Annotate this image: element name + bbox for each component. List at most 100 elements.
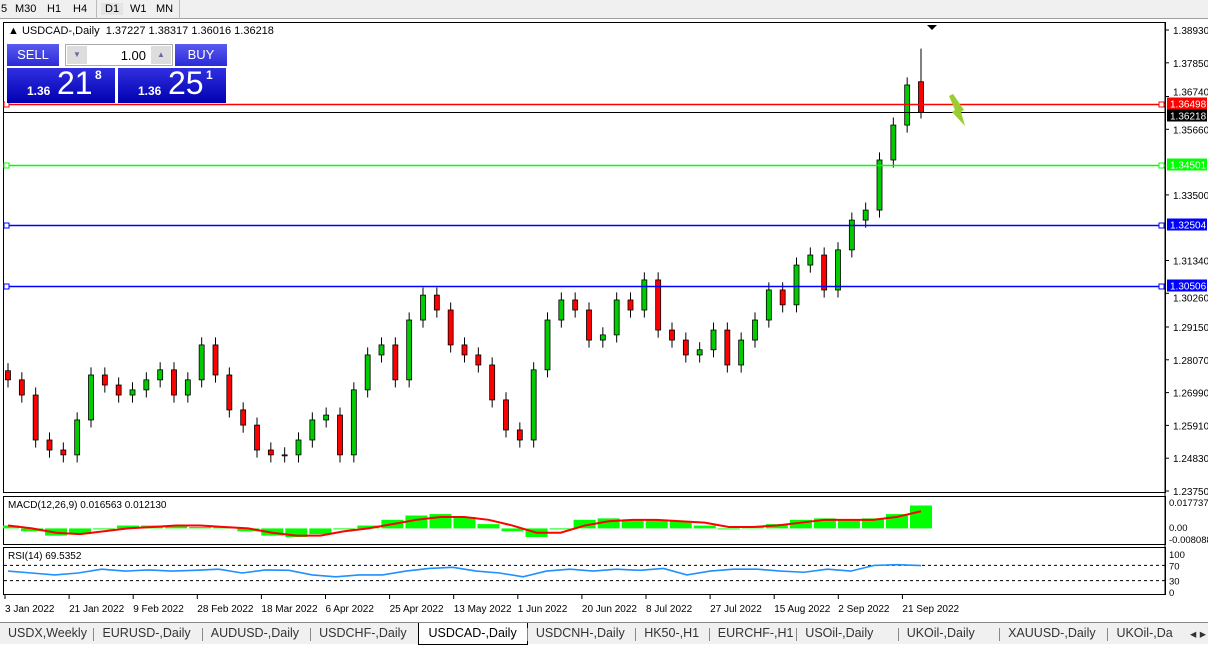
macd-histogram-bar — [117, 525, 140, 529]
bearish-candle — [724, 329, 731, 366]
bullish-candle — [295, 439, 302, 456]
price-tick-label: 1.36740 — [1173, 88, 1208, 99]
bearish-candle — [18, 379, 25, 396]
tab-usoil-daily[interactable]: USOil-,Daily — [805, 626, 874, 640]
tf-w1[interactable]: W1 — [130, 3, 147, 15]
increase-lot-icon[interactable]: ▲ — [151, 46, 171, 64]
bullish-candle — [765, 289, 772, 321]
bearish-candle — [254, 424, 260, 451]
rsi-line — [7, 563, 922, 578]
macd-histogram-bar — [0, 525, 20, 529]
bearish-candle — [461, 344, 468, 356]
bullish-candle — [129, 389, 136, 396]
bullish-candle — [641, 279, 648, 311]
date-label: 2 Sep 2022 — [838, 604, 890, 615]
tab-eurusd-daily[interactable]: EURUSD-,Daily — [102, 626, 191, 640]
tf-h1[interactable]: H1 — [47, 3, 62, 15]
tab-divider — [708, 628, 710, 641]
macd-histogram-bar — [621, 519, 644, 529]
date-label: 3 Jan 2022 — [5, 604, 55, 615]
chart-tabs: USDX,Weekly EURUSD-,Daily AUDUSD-,Daily USD… — [0, 622, 1208, 645]
rsi-axis-label: 100 — [1169, 550, 1185, 561]
symbol-title: USDCAD-,Daily — [21, 25, 100, 37]
price-tick-label: 1.30260 — [1173, 294, 1208, 305]
level-anchor-handle — [1158, 283, 1165, 290]
level-anchor-handle — [3, 162, 10, 169]
tf-m5[interactable]: 5 — [1, 3, 8, 15]
bullish-candle — [613, 299, 620, 336]
bearish-candle — [226, 374, 233, 411]
collapse-triangle-icon[interactable]: ▲ — [8, 25, 19, 37]
tab-ukoil-daily[interactable]: UKOil-,Daily — [906, 626, 975, 640]
bearish-candle — [489, 364, 496, 401]
tf-m30[interactable]: M30 — [15, 3, 37, 15]
date-label: 28 Feb 2022 — [197, 604, 254, 615]
tab-usdchf-daily[interactable]: USDCHF-,Daily — [319, 626, 407, 640]
bullish-candle — [752, 319, 758, 341]
sell-button[interactable]: SELL — [7, 44, 59, 66]
one-click-trading-panel: SELL ▼ 1.00 ▲ BUY 1.36 21 8 1.36 25 1 — [5, 43, 227, 103]
macd-histogram-bar — [69, 528, 92, 535]
price-fraction: 1 — [206, 68, 213, 82]
level-price-label: 1.36218 — [1170, 112, 1207, 123]
tf-h4[interactable]: H4 — [73, 3, 88, 15]
lot-size-field[interactable]: ▼ 1.00 ▲ — [65, 44, 173, 66]
lot-value[interactable]: 1.00 — [120, 48, 146, 63]
tab-usdx-weekly[interactable]: USDX,Weekly — [8, 626, 87, 640]
bullish-candle — [198, 344, 205, 381]
tab-eurchf-h1[interactable]: EURCHF-,H1 — [717, 626, 794, 640]
bearish-candle — [267, 449, 274, 456]
macd-histogram-bar — [669, 521, 692, 529]
price-tick-label: 1.25910 — [1173, 421, 1208, 432]
tab-audusd-daily[interactable]: AUDUSD-,Daily — [210, 626, 299, 640]
tab-divider — [526, 628, 528, 641]
tf-d1[interactable]: D1 — [101, 3, 124, 15]
price-pips: 25 — [168, 65, 204, 101]
rsi-axis-label: 30 — [1169, 577, 1180, 588]
bearish-candle — [475, 354, 482, 366]
chart-canvas[interactable]: 1.38930 1.37850 1.36740 1.35660 1.33500 1.313… — [0, 22, 1208, 620]
bullish-candle — [157, 369, 164, 381]
macd-histogram-bar — [333, 528, 356, 530]
macd-histogram-bar — [237, 528, 260, 532]
tab-hk50-h1[interactable]: HK50-,H1 — [644, 626, 700, 640]
bullish-candle — [281, 454, 288, 457]
bearish-candle — [46, 439, 53, 451]
price-tick-label: 1.33500 — [1173, 191, 1208, 202]
macd-histogram-bar — [285, 528, 308, 538]
tab-divider — [310, 628, 312, 641]
level-anchor-handle — [3, 283, 10, 290]
tab-scroll-arrows-icon[interactable]: ◂ ▸ — [1190, 627, 1207, 641]
buy-price[interactable]: 1.36 25 1 — [118, 65, 226, 103]
tab-divider — [635, 628, 637, 641]
tab-usdcad-daily[interactable]: USDCAD-,Daily — [417, 623, 528, 645]
price-tick-label: 1.37850 — [1173, 59, 1208, 70]
tab-usdcnh-daily[interactable]: USDCNH-,Daily — [535, 626, 625, 640]
tab-ukoil-da[interactable]: UKOil-,Da — [1116, 626, 1173, 640]
buy-button[interactable]: BUY — [175, 44, 227, 66]
tab-divider — [796, 628, 798, 641]
price-label-bg — [1167, 158, 1207, 171]
sell-price[interactable]: 1.36 21 8 — [7, 65, 115, 103]
bullish-candle — [848, 219, 855, 251]
macd-histogram-bar — [165, 525, 188, 529]
bearish-candle — [627, 299, 634, 311]
tf-mn[interactable]: MN — [156, 3, 174, 15]
level-anchor-handle — [1158, 101, 1165, 108]
macd-axis-label: 0.00 — [1169, 523, 1188, 534]
macd-histogram-bar — [813, 518, 836, 529]
bullish-candle — [420, 294, 426, 321]
tab-xauusd-daily[interactable]: XAUUSD-,Daily — [1008, 626, 1096, 640]
bullish-candle — [890, 124, 897, 161]
bearish-candle — [433, 294, 440, 311]
price-label-bg — [1167, 97, 1207, 110]
tab-divider — [201, 628, 203, 641]
macd-histogram-bar — [861, 518, 884, 529]
macd-histogram-bar — [453, 516, 476, 529]
bearish-candle — [337, 414, 343, 456]
price-label-bg — [1167, 279, 1207, 292]
decrease-lot-icon[interactable]: ▼ — [67, 46, 87, 64]
bullish-candle — [143, 379, 150, 391]
bearish-candle — [212, 344, 219, 376]
chart-window[interactable]: 1.38930 1.37850 1.36740 1.35660 1.33500 1.313… — [0, 22, 1208, 620]
